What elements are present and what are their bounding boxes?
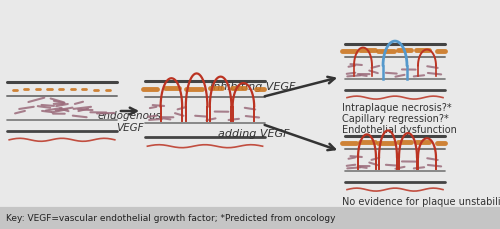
Text: adding VEGF: adding VEGF xyxy=(218,128,290,138)
Text: No evidence for further progression: No evidence for further progression xyxy=(342,207,500,217)
Text: Endothelial dysfunction: Endothelial dysfunction xyxy=(342,124,457,134)
Text: Intraplaque necrosis?*: Intraplaque necrosis?* xyxy=(342,103,452,112)
Bar xyxy=(0,207,500,229)
Text: endogenous
VEGF: endogenous VEGF xyxy=(98,111,162,132)
Text: Capillary regression?*: Capillary regression?* xyxy=(342,114,449,123)
Text: Inhibiting VEGF: Inhibiting VEGF xyxy=(210,82,296,92)
Text: Key: VEGF=vascular endothelial growth factor; *Predicted from oncology: Key: VEGF=vascular endothelial growth fa… xyxy=(6,214,336,223)
Text: No evidence for plaque unstability: No evidence for plaque unstability xyxy=(342,196,500,206)
